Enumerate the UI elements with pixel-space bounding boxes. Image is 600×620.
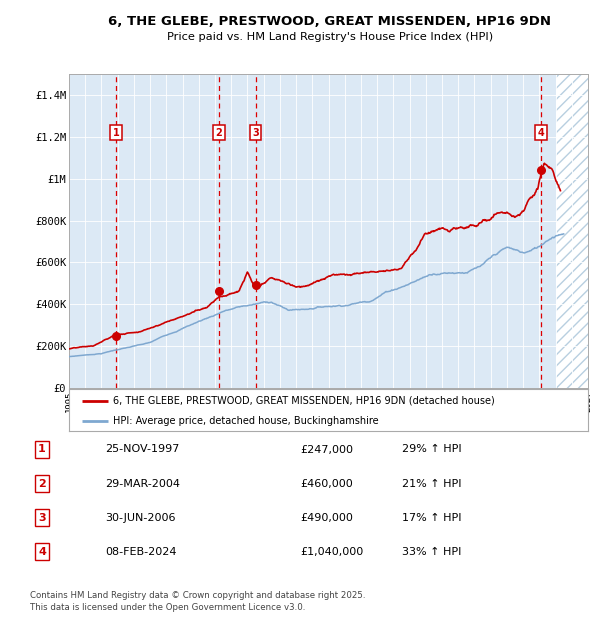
Text: 2: 2 <box>215 128 223 138</box>
Text: 2: 2 <box>38 479 46 489</box>
Text: 4: 4 <box>538 128 544 138</box>
Text: 6, THE GLEBE, PRESTWOOD, GREAT MISSENDEN, HP16 9DN: 6, THE GLEBE, PRESTWOOD, GREAT MISSENDEN… <box>109 16 551 28</box>
Text: 17% ↑ HPI: 17% ↑ HPI <box>402 513 461 523</box>
Text: 08-FEB-2024: 08-FEB-2024 <box>105 547 176 557</box>
Text: Price paid vs. HM Land Registry's House Price Index (HPI): Price paid vs. HM Land Registry's House … <box>167 32 493 42</box>
Text: 21% ↑ HPI: 21% ↑ HPI <box>402 479 461 489</box>
Text: 4: 4 <box>38 547 46 557</box>
Text: £490,000: £490,000 <box>300 513 353 523</box>
Text: £247,000: £247,000 <box>300 445 353 454</box>
Text: 3: 3 <box>38 513 46 523</box>
Text: £460,000: £460,000 <box>300 479 353 489</box>
Text: 1: 1 <box>38 445 46 454</box>
Text: Contains HM Land Registry data © Crown copyright and database right 2025.: Contains HM Land Registry data © Crown c… <box>30 591 365 600</box>
Text: 3: 3 <box>252 128 259 138</box>
Text: 30-JUN-2006: 30-JUN-2006 <box>105 513 176 523</box>
Text: 6, THE GLEBE, PRESTWOOD, GREAT MISSENDEN, HP16 9DN (detached house): 6, THE GLEBE, PRESTWOOD, GREAT MISSENDEN… <box>113 396 495 406</box>
Text: £1,040,000: £1,040,000 <box>300 547 363 557</box>
Text: 29% ↑ HPI: 29% ↑ HPI <box>402 445 461 454</box>
Text: 29-MAR-2004: 29-MAR-2004 <box>105 479 180 489</box>
Text: 25-NOV-1997: 25-NOV-1997 <box>105 445 179 454</box>
Text: 33% ↑ HPI: 33% ↑ HPI <box>402 547 461 557</box>
Text: HPI: Average price, detached house, Buckinghamshire: HPI: Average price, detached house, Buck… <box>113 415 379 425</box>
Text: 1: 1 <box>113 128 119 138</box>
Text: This data is licensed under the Open Government Licence v3.0.: This data is licensed under the Open Gov… <box>30 603 305 612</box>
